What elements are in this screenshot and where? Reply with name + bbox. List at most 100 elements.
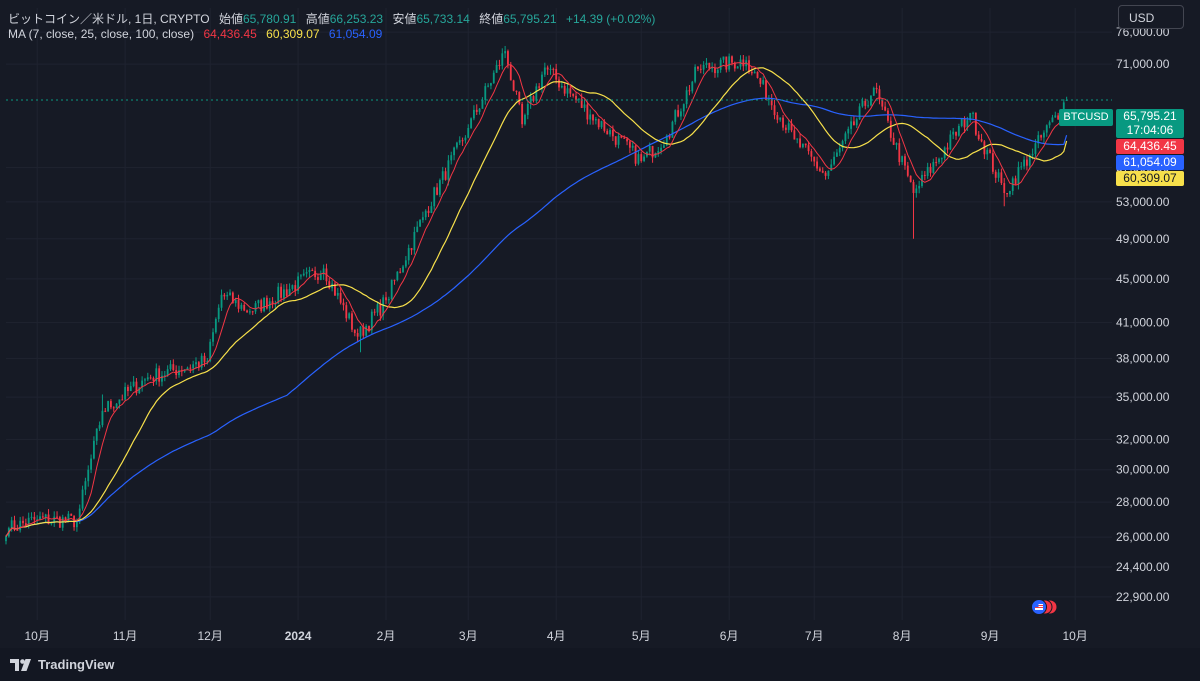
candle-body (271, 301, 274, 304)
candle-body (575, 95, 577, 100)
candle (654, 152, 657, 159)
candle-body (864, 100, 867, 106)
candle-body (719, 59, 722, 70)
candle (609, 127, 611, 137)
candle (98, 421, 101, 432)
candle-body (972, 112, 974, 114)
candle-body (64, 517, 67, 522)
candle-body (92, 440, 95, 459)
candle-body (501, 53, 504, 66)
candle (660, 143, 663, 155)
candle (847, 126, 850, 139)
candle-body (47, 514, 50, 525)
candle-body (419, 220, 421, 227)
candle (197, 361, 200, 371)
candle (149, 374, 152, 380)
time-tick-label: 7月 (805, 629, 824, 643)
candle (390, 279, 393, 301)
candle (640, 151, 643, 163)
candle (762, 76, 765, 85)
candle-body (620, 135, 623, 138)
candle-body (124, 386, 127, 400)
candle-body (450, 155, 453, 161)
candle (280, 283, 283, 303)
candle (671, 120, 674, 138)
candle (90, 454, 92, 474)
candle (725, 56, 728, 73)
candle (1000, 168, 1003, 185)
candle (433, 186, 436, 210)
candle-body (61, 517, 64, 528)
candle-body (594, 118, 597, 121)
candle-body (546, 67, 549, 70)
candle-body (991, 153, 994, 172)
candle-body (226, 294, 229, 297)
candle (558, 76, 560, 92)
candle (169, 360, 172, 372)
candle-body (705, 62, 708, 65)
candle (643, 154, 645, 163)
candle (538, 83, 541, 91)
candle (399, 267, 402, 274)
candle-body (200, 355, 203, 368)
candle (606, 128, 609, 135)
time-tick-label: 5月 (632, 629, 651, 643)
candle (504, 45, 507, 59)
candle (135, 378, 138, 396)
candle (637, 150, 640, 166)
candle (226, 291, 229, 300)
candle (124, 382, 127, 402)
candle-body (81, 489, 84, 509)
candle-body (90, 458, 92, 470)
candle-body (1000, 172, 1003, 184)
candle-body (197, 362, 200, 368)
candle-body (112, 407, 115, 409)
candle (246, 309, 248, 313)
candle-body (438, 180, 441, 195)
candle-body (535, 86, 538, 101)
time-tick-label: 4月 (547, 629, 566, 643)
candle-body (974, 112, 977, 135)
candle (827, 170, 830, 180)
candle-body (680, 111, 682, 117)
candle (212, 328, 214, 347)
currency-button[interactable]: USD (1118, 5, 1184, 29)
candle (680, 108, 682, 121)
candle (1026, 155, 1028, 171)
candle-body (762, 80, 765, 84)
candle-body (637, 154, 640, 164)
time-axis: 10月 11月 12月 2024 2月 3月 4月 5月 6月 7月 8月 9月 10月 (25, 629, 1088, 643)
candle-body (949, 134, 952, 150)
candle-body (597, 118, 600, 128)
candle (1037, 131, 1040, 149)
candle-body (67, 513, 70, 522)
candle (589, 109, 592, 125)
candle (1045, 124, 1048, 137)
price-chart[interactable]: 76,000.0071,000.0057,000.0053,000.0049,0… (0, 0, 1200, 648)
candle-body (980, 139, 983, 142)
candle (47, 509, 50, 525)
candle-body (898, 143, 901, 163)
ma-indicator-label[interactable]: MA (7, close, 25, close, 100, close) (8, 27, 195, 41)
candle-body (830, 164, 833, 171)
candle (855, 117, 858, 129)
symbol-title[interactable]: ビットコイン／米ドル, 1日, CRYPTO (8, 12, 210, 26)
candle (674, 109, 677, 125)
candle-body (938, 158, 940, 163)
candle (617, 132, 620, 149)
candle-body (490, 83, 492, 86)
candle (427, 206, 430, 218)
high-value: 66,253.23 (329, 12, 384, 26)
tradingview-logo[interactable]: TradingView (10, 657, 114, 672)
candle-body (285, 289, 288, 296)
candle-body (348, 313, 351, 319)
candle (884, 101, 887, 112)
candle (816, 156, 818, 171)
candle (144, 377, 146, 386)
candle-body (507, 51, 509, 65)
candle (353, 329, 356, 337)
candle (385, 291, 387, 304)
events-flag-icon[interactable] (1029, 598, 1059, 616)
time-tick-label: 9月 (981, 629, 1000, 643)
ma100-value: 61,054.09 (328, 27, 383, 41)
